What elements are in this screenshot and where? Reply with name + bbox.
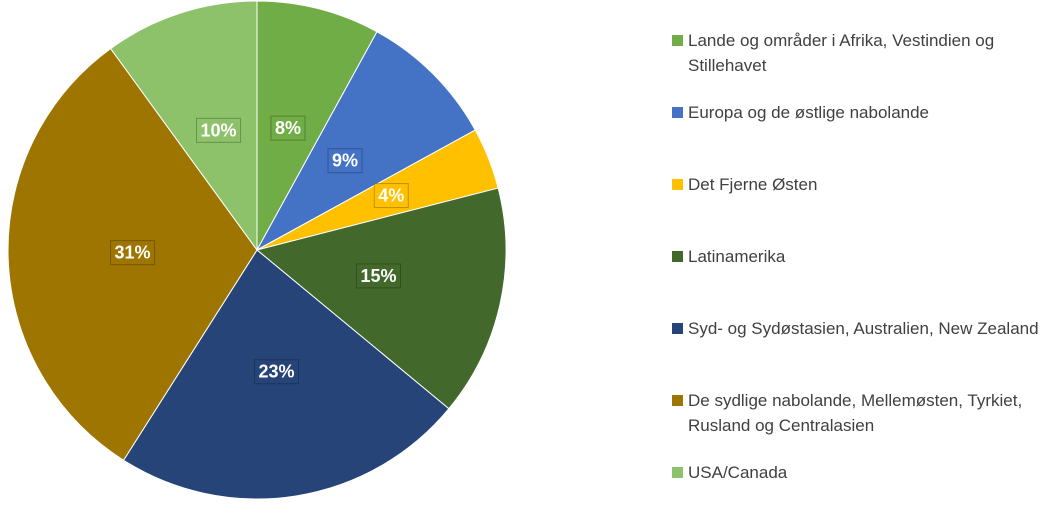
legend-item: Det Fjerne Østen (672, 172, 1042, 244)
legend-label: Europa og de østlige nabolande (688, 103, 930, 122)
data-label-bg (355, 263, 402, 289)
legend-label: Lande og områder i Afrika, Vestindien og… (688, 31, 995, 75)
page: {"chart_data": {"type": "pie", "categori… (7, 0, 1039, 500)
data-label-bg (110, 240, 156, 266)
legend-item: Syd- og Sydøstasien, Australien, New Zea… (672, 316, 1042, 388)
pie-slice (109, 0, 258, 252)
data-label: 8% (275, 118, 301, 138)
legend-label: Det Fjerne Østen (688, 175, 818, 194)
legend-label: USA/Canada (688, 463, 788, 482)
data-label-bg (196, 117, 242, 143)
data-label: 31% (115, 243, 151, 263)
data-label: 15% (360, 266, 396, 286)
legend-swatch (672, 179, 683, 190)
legend-swatch (672, 251, 683, 262)
legend: Lande og områder i Afrika, Vestindien og… (672, 28, 1042, 532)
data-label-bg (253, 359, 299, 385)
legend-swatch (672, 35, 683, 46)
legend-item: Latinamerika (672, 244, 1042, 316)
pie-slice (256, 0, 378, 251)
legend-swatch (672, 467, 683, 478)
legend-swatch (672, 107, 683, 118)
pie-slice (255, 31, 476, 252)
chart: 8% 9% 4% 15% 23% 31% 10% (7, 0, 507, 500)
legend-item: De sydlige nabolande, Mellemøsten, Tyrki… (672, 388, 1042, 460)
data-label-bg (327, 148, 363, 174)
legend-item: Europa og de østlige nabolande (672, 100, 1042, 172)
data-label-bg (373, 183, 409, 209)
legend-swatch (672, 395, 683, 406)
legend-item: USA/Canada (672, 460, 1042, 532)
data-label-bg (270, 115, 306, 141)
legend-label: De sydlige nabolande, Mellemøsten, Tyrki… (688, 391, 1023, 435)
data-label: 4% (378, 186, 404, 206)
data-label: 23% (258, 362, 294, 382)
legend-item: Lande og områder i Afrika, Vestindien og… (672, 28, 1042, 100)
legend-label: Latinamerika (688, 247, 786, 266)
data-label: 9% (332, 151, 358, 171)
data-label: 10% (201, 120, 237, 140)
legend-label: Syd- og Sydøstasien, Australien, New Zea… (688, 319, 1039, 338)
pie-slice (255, 187, 507, 410)
legend-swatch (672, 323, 683, 334)
